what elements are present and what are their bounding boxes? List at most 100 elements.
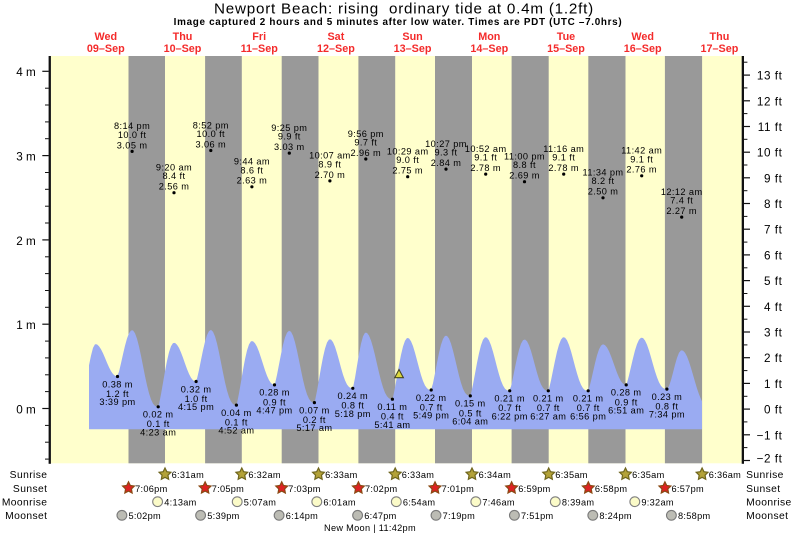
svg-text:11:16 am: 11:16 am [543,144,584,154]
svg-text:0.7 ft: 0.7 ft [537,403,560,413]
svg-text:0.32 m: 0.32 m [181,384,212,394]
svg-text:9.1 ft: 9.1 ft [630,154,653,164]
svg-text:0.8 ft: 0.8 ft [341,401,364,411]
svg-text:8:58pm: 8:58pm [678,511,710,521]
svg-text:Sunrise: Sunrise [10,470,48,481]
svg-text:6:01am: 6:01am [323,498,355,508]
svg-text:2 m: 2 m [16,235,35,248]
svg-text:4:47 pm: 4:47 pm [256,406,292,416]
svg-text:9.9 ft: 9.9 ft [278,132,301,142]
svg-text:7 ft: 7 ft [764,224,783,237]
svg-text:6:32am: 6:32am [248,470,280,480]
svg-text:2 ft: 2 ft [764,352,783,365]
svg-text:8:24pm: 8:24pm [599,511,631,521]
svg-text:Tue: Tue [557,31,575,43]
svg-text:9.1 ft: 9.1 ft [474,153,497,163]
svg-text:0.9 ft: 0.9 ft [263,397,286,407]
svg-text:6:58pm: 6:58pm [595,484,627,494]
svg-text:Wed: Wed [631,31,654,43]
svg-text:13 ft: 13 ft [757,70,783,83]
svg-text:7:05pm: 7:05pm [212,484,244,494]
svg-text:8.8 ft: 8.8 ft [513,160,536,170]
svg-text:1.0 ft: 1.0 ft [185,394,208,404]
svg-text:9.0 ft: 9.0 ft [396,155,419,165]
svg-text:6:14pm: 6:14pm [286,511,318,521]
svg-text:13–Sep: 13–Sep [394,43,432,55]
svg-text:0.7 ft: 0.7 ft [420,402,443,412]
svg-text:2.76 m: 2.76 m [626,165,657,175]
svg-text:Moonrise: Moonrise [746,498,792,509]
svg-text:0.21 m: 0.21 m [494,394,525,404]
svg-text:Sunset: Sunset [746,484,780,495]
svg-text:11:42 am: 11:42 am [621,146,662,156]
svg-text:3.03 m: 3.03 m [274,142,305,152]
svg-text:11–Sep: 11–Sep [241,43,279,55]
svg-text:0.4 ft: 0.4 ft [381,412,404,422]
svg-text:2.78 m: 2.78 m [548,163,579,173]
svg-text:10–Sep: 10–Sep [164,43,202,55]
svg-text:2.78 m: 2.78 m [470,163,501,173]
svg-text:0.1 ft: 0.1 ft [147,419,170,429]
svg-text:12:12 am: 12:12 am [661,187,703,197]
svg-text:5:17 am: 5:17 am [296,423,332,433]
svg-text:7:02pm: 7:02pm [365,484,397,494]
svg-text:7:01pm: 7:01pm [442,484,474,494]
svg-text:8.9 ft: 8.9 ft [318,159,341,169]
svg-text:4 m: 4 m [16,66,35,79]
svg-text:6:27 am: 6:27 am [530,411,566,421]
svg-text:10 ft: 10 ft [757,147,783,160]
svg-text:0.7 ft: 0.7 ft [577,403,600,413]
svg-text:0.28 m: 0.28 m [259,388,290,398]
svg-text:New Moon | 11:42pm: New Moon | 11:42pm [324,523,416,533]
svg-text:12–Sep: 12–Sep [317,43,355,55]
svg-text:5:41 am: 5:41 am [374,420,410,430]
svg-text:09–Sep: 09–Sep [87,43,125,55]
svg-text:Moonset: Moonset [5,511,47,522]
svg-text:0 ft: 0 ft [764,404,783,417]
svg-text:2.50 m: 2.50 m [588,187,619,197]
svg-text:6:57pm: 6:57pm [672,484,704,494]
svg-text:10:29 am: 10:29 am [387,147,429,157]
svg-text:9.7 ft: 9.7 ft [354,138,377,148]
svg-text:Moonrise: Moonrise [2,498,48,509]
svg-text:5:18 pm: 5:18 pm [335,409,371,419]
svg-text:Sat: Sat [327,31,344,43]
svg-text:4:15 pm: 4:15 pm [178,402,214,412]
svg-text:10:52 am: 10:52 am [465,144,507,154]
svg-text:0.24 m: 0.24 m [337,391,368,401]
svg-text:2.96 m: 2.96 m [350,148,381,158]
svg-text:5:02pm: 5:02pm [129,511,161,521]
svg-text:0.38 m: 0.38 m [102,379,133,389]
svg-text:6:22 pm: 6:22 pm [492,411,528,421]
svg-text:8:52 pm: 8:52 pm [193,120,229,130]
svg-text:9:56 pm: 9:56 pm [348,129,384,139]
svg-text:11:34 pm: 11:34 pm [583,168,624,178]
svg-text:0.8 ft: 0.8 ft [655,402,678,412]
svg-text:7:46am: 7:46am [482,498,514,508]
svg-text:14–Sep: 14–Sep [470,43,508,55]
svg-text:−2 ft: −2 ft [757,453,783,466]
svg-text:0.21 m: 0.21 m [573,394,604,404]
svg-text:6:35am: 6:35am [555,470,587,480]
svg-text:Fri: Fri [252,31,266,43]
svg-text:0.23 m: 0.23 m [652,392,683,402]
svg-text:2.75 m: 2.75 m [392,166,423,176]
svg-text:Sunrise: Sunrise [746,470,784,481]
svg-text:11:00 pm: 11:00 pm [504,152,545,162]
svg-text:8.6 ft: 8.6 ft [240,165,263,175]
svg-text:6:54am: 6:54am [403,498,435,508]
svg-text:7:06pm: 7:06pm [135,484,167,494]
svg-text:0 m: 0 m [16,403,35,416]
svg-text:3.05 m: 3.05 m [117,140,148,150]
svg-text:9 ft: 9 ft [764,172,783,185]
svg-text:4:13am: 4:13am [164,498,196,508]
svg-text:10:07 am: 10:07 am [309,151,351,161]
svg-text:Sunset: Sunset [13,484,47,495]
svg-text:5:07am: 5:07am [244,498,276,508]
svg-text:Newport Beach: rising ordinar: Newport Beach: rising ordinary tide at 0… [214,0,594,17]
svg-text:10.0 ft: 10.0 ft [118,130,147,140]
svg-text:11 ft: 11 ft [758,121,783,134]
svg-text:8:39am: 8:39am [562,498,594,508]
svg-text:8.4 ft: 8.4 ft [163,171,186,181]
svg-text:0.9 ft: 0.9 ft [615,397,638,407]
